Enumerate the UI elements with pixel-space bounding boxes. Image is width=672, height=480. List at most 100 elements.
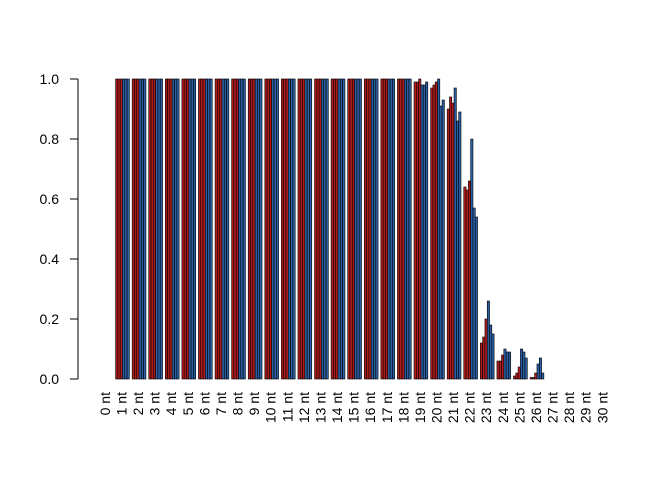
x-tick-label: 7 nt xyxy=(213,392,229,415)
bar-15-nt-s4 xyxy=(354,78,358,380)
bar-22-nt-s5 xyxy=(472,207,476,380)
bar-25-nt-s5 xyxy=(522,351,526,380)
bar-20-nt-s3 xyxy=(434,81,438,380)
x-tick-label: 0 nt xyxy=(97,392,113,415)
y-tick-label: 0.6 xyxy=(40,191,60,207)
bar-21-nt-s4 xyxy=(453,87,457,380)
bar-12-nt-s1 xyxy=(297,78,301,380)
bar-2-nt-s1 xyxy=(131,78,135,380)
bar-2-nt-s2 xyxy=(134,78,138,380)
bar-1-nt-s1 xyxy=(115,78,119,380)
bar-26-nt-s1 xyxy=(529,377,533,380)
bar-20-nt-s1 xyxy=(430,87,434,380)
bar-2-nt-s5 xyxy=(141,78,144,380)
bar-13-nt-s4 xyxy=(321,78,325,380)
bar-10-nt-s6 xyxy=(275,78,279,380)
bar-22-nt-s1 xyxy=(463,186,467,380)
x-tick-label: 2 nt xyxy=(130,392,146,415)
bar-2-nt-s6 xyxy=(143,78,147,380)
bar-23-nt-s4 xyxy=(486,300,490,380)
bar-11-nt-s5 xyxy=(290,78,294,380)
bar-9-nt-s5 xyxy=(257,78,261,380)
bar-1-nt-s4 xyxy=(122,78,126,380)
bar-19-nt-s1 xyxy=(413,81,417,380)
bar-11-nt-s3 xyxy=(285,78,289,380)
bar-10-nt-s5 xyxy=(273,78,277,380)
bar-9-nt-s6 xyxy=(259,78,263,380)
bar-11-nt-s6 xyxy=(292,78,296,380)
x-tick-label: 3 nt xyxy=(147,392,163,415)
bar-15-nt-s6 xyxy=(358,78,362,380)
bar-14-nt-s5 xyxy=(340,78,343,380)
bar-1-nt-s3 xyxy=(119,78,123,380)
x-tick-label: 15 nt xyxy=(346,392,362,423)
bar-15-nt-s2 xyxy=(349,78,353,380)
bar-2-nt-s3 xyxy=(136,78,140,380)
bar-17-nt-s6 xyxy=(392,78,395,380)
bar-6-nt-s3 xyxy=(202,78,206,380)
bar-10-nt-s4 xyxy=(271,78,275,380)
x-tick-label: 5 nt xyxy=(180,392,196,415)
bar-24-nt-s5 xyxy=(505,351,509,380)
bar-4-nt-s6 xyxy=(176,78,180,380)
bar-6-nt-s5 xyxy=(207,78,211,380)
bar-12-nt-s4 xyxy=(304,78,308,380)
bar-25-nt-s2 xyxy=(515,372,519,380)
bar-7-nt-s5 xyxy=(223,78,227,380)
y-tick-label: 0.4 xyxy=(40,251,60,267)
bar-16-nt-s6 xyxy=(375,78,379,380)
bar-19-nt-s3 xyxy=(418,78,422,380)
bar-9-nt-s1 xyxy=(247,78,251,380)
bar-15-nt-s5 xyxy=(356,78,360,380)
bar-12-nt-s5 xyxy=(306,78,310,380)
bar-14-nt-s3 xyxy=(335,78,339,380)
bar-17-nt-s4 xyxy=(387,78,391,380)
bar-26-nt-s6 xyxy=(541,372,545,380)
x-tick-label: 23 nt xyxy=(478,392,494,423)
bar-8-nt-s5 xyxy=(240,78,244,380)
bar-7-nt-s1 xyxy=(214,78,218,380)
bar-19-nt-s4 xyxy=(420,84,424,380)
x-axis: 0 nt 1 nt 2 nt 3 nt 4 nt 5 nt 6 nt 7 nt 8 nt 9 nt… xyxy=(97,392,610,423)
bar-21-nt-s6 xyxy=(458,111,462,380)
bar-23-nt-s5 xyxy=(489,324,493,380)
bar-22-nt-s6 xyxy=(474,216,478,380)
bar-4-nt-s3 xyxy=(169,78,173,380)
x-tick-label: 10 nt xyxy=(263,392,279,423)
x-tick-label: 25 nt xyxy=(511,392,527,423)
x-tick-label: 20 nt xyxy=(429,392,445,423)
bar-25-nt-s1 xyxy=(513,375,517,380)
bar-16-nt-s2 xyxy=(366,78,370,380)
x-tick-label: 22 nt xyxy=(462,392,478,423)
bar-3-nt-s5 xyxy=(157,78,161,380)
x-tick-label: 9 nt xyxy=(246,392,262,415)
bar-20-nt-s5 xyxy=(439,105,443,380)
x-tick-label: 6 nt xyxy=(196,392,212,415)
bar-26-nt-s2 xyxy=(532,377,535,380)
bar-15-nt-s3 xyxy=(351,78,355,380)
bar-24-nt-s1 xyxy=(496,360,500,380)
bar-5-nt-s3 xyxy=(186,78,190,380)
bar-11-nt-s4 xyxy=(287,78,291,380)
bar-7-nt-s6 xyxy=(226,78,230,380)
bar-15-nt-s1 xyxy=(347,78,351,380)
bar-5-nt-s2 xyxy=(183,78,187,380)
y-tick-label: 0.0 xyxy=(40,371,60,387)
bar-19-nt-s5 xyxy=(422,84,426,380)
bar-19-nt-s2 xyxy=(416,81,419,380)
bar-24-nt-s3 xyxy=(501,354,505,380)
bar-5-nt-s5 xyxy=(190,78,194,380)
bar-17-nt-s5 xyxy=(389,78,393,380)
bar-25-nt-s3 xyxy=(517,366,521,380)
bar-18-nt-s3 xyxy=(401,78,405,380)
bar-18-nt-s1 xyxy=(397,78,401,380)
bar-5-nt-s1 xyxy=(181,78,185,380)
bar-3-nt-s6 xyxy=(159,78,163,380)
bar-26-nt-s3 xyxy=(534,372,538,380)
bar-13-nt-s3 xyxy=(318,78,322,380)
x-tick-label: 28 nt xyxy=(561,392,577,423)
bar-8-nt-s2 xyxy=(233,78,237,380)
bar-12-nt-s3 xyxy=(302,78,306,380)
bar-3-nt-s3 xyxy=(153,78,156,380)
